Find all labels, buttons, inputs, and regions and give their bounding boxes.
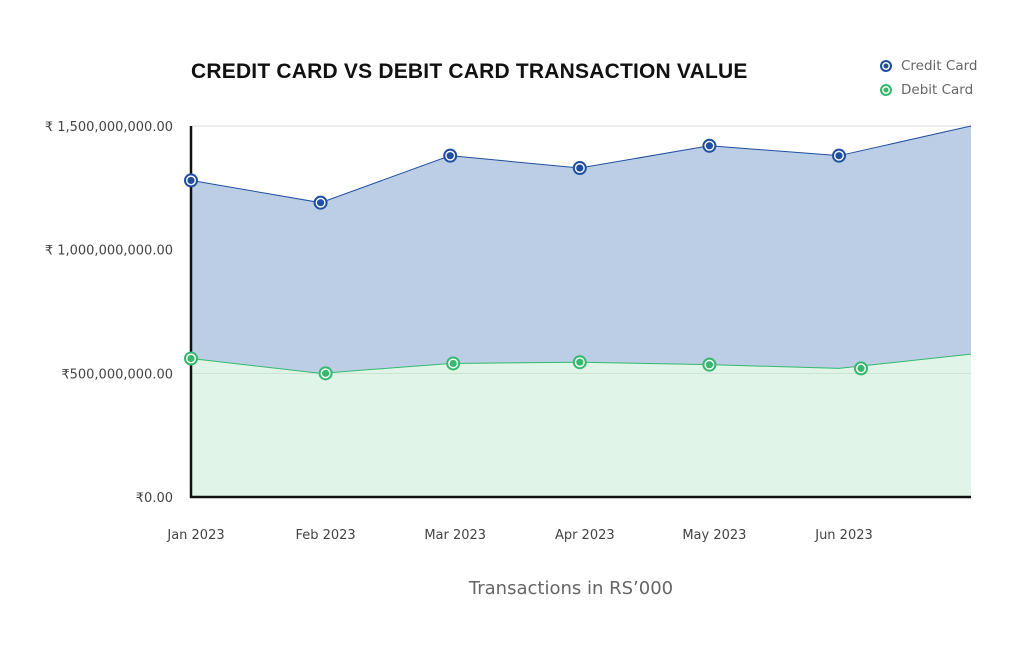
data-point-dot [857,364,865,372]
x-axis-title: Transactions in RS’000 [468,578,674,599]
legend-label-credit-card: Credit Card [901,58,978,74]
debit-card-point [446,356,461,371]
y-tick-label: ₹ 1,500,000,000.00 [45,120,173,135]
legend-marker-icon [880,84,892,96]
chart-legend: Credit Card Debit Card [880,54,977,102]
debit-card-point [702,357,717,372]
data-point-dot [705,142,714,150]
legend-item-debit-card[interactable]: Debit Card [880,78,977,102]
data-point-dot [187,354,195,363]
debit-card-point [318,366,333,381]
data-point-dot [322,369,330,377]
debit-card-point [854,361,868,376]
credit-card-point [572,161,587,176]
y-tick-label: ₹500,000,000.00 [61,367,173,382]
x-tick-label: Jun 2023 [814,528,873,543]
data-point-dot [835,152,843,160]
credit-card-point [702,138,717,153]
credit-card-point [184,173,198,188]
debit-card-point [572,355,587,370]
x-tick-label: Feb 2023 [295,528,355,543]
debit-card-point [184,351,198,366]
credit-card-point [832,148,846,163]
x-tick-label: May 2023 [682,528,746,543]
x-tick-label: Jan 2023 [166,528,224,543]
credit-card-point [443,148,458,163]
debit-card-area [191,354,971,497]
data-point-dot [576,358,584,366]
credit-card-point [313,195,328,210]
y-tick-label: ₹0.00 [136,491,173,506]
data-point-dot [446,152,454,160]
legend-label-debit-card: Debit Card [901,82,974,98]
x-tick-label: Mar 2023 [424,528,486,543]
data-point-dot [317,199,325,207]
data-point-dot [187,176,195,185]
legend-item-credit-card[interactable]: Credit Card [880,54,977,78]
x-tick-label: Apr 2023 [555,528,615,543]
data-point-dot [705,361,714,369]
y-tick-label: ₹ 1,000,000,000.00 [45,244,173,259]
data-point-dot [576,164,584,172]
chart-title: CREDIT CARD VS DEBIT CARD TRANSACTION VA… [191,60,748,83]
data-point-dot [449,359,457,368]
legend-marker-icon [880,60,892,72]
